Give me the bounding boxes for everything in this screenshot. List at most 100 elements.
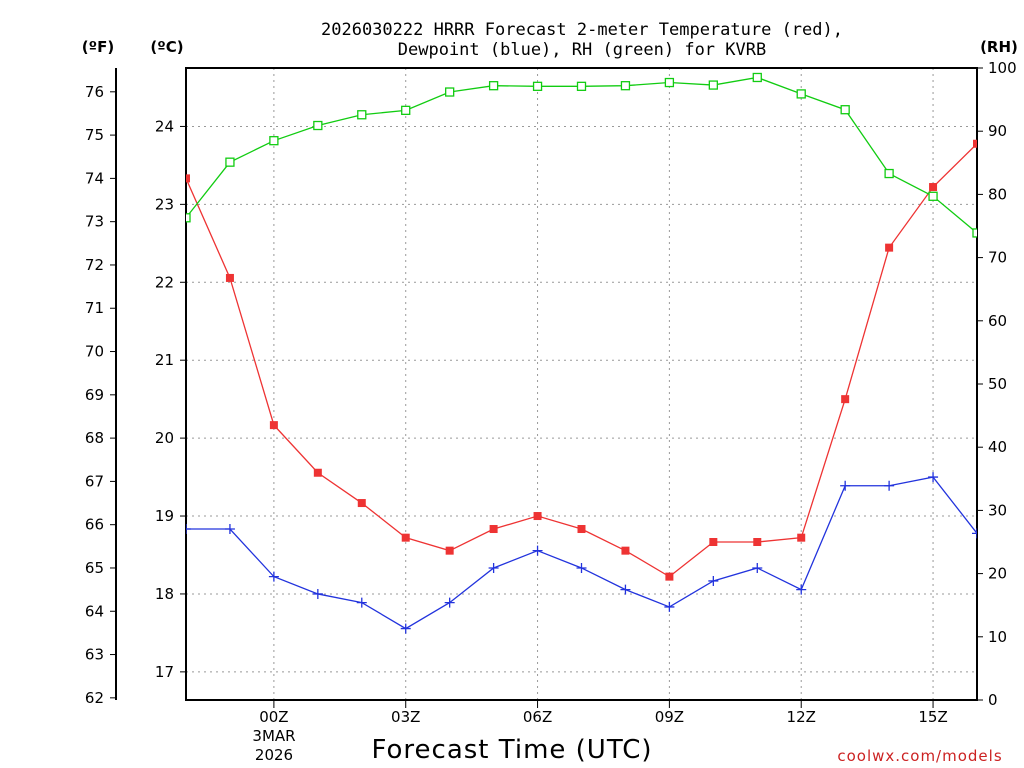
temperature-series: [186, 139, 977, 581]
temperature-point: [885, 243, 894, 252]
rh-tick-label: 0: [988, 691, 998, 709]
rh-tick-label: 40: [988, 438, 1007, 456]
temperature-point: [225, 273, 234, 282]
temperature-point: [973, 139, 977, 148]
rh-point: [708, 80, 718, 90]
fahrenheit-tick-label: 74: [85, 169, 104, 187]
celsius-tick-label: 17: [155, 663, 174, 681]
rh-line: [186, 76, 977, 234]
plot-frame: [185, 67, 978, 701]
celsius-tick-label: 22: [155, 273, 174, 291]
fahrenheit-tick-label: 62: [85, 689, 104, 707]
fahrenheit-tick-label: 67: [85, 472, 104, 490]
dewpoint-point: [796, 584, 807, 595]
rh-point: [620, 81, 631, 91]
x-tick-label: 09Z: [655, 708, 684, 726]
fahrenheit-tick-label: 73: [85, 213, 104, 231]
fahrenheit-axis-unit: (ºF): [82, 38, 114, 56]
rh-point: [972, 228, 977, 238]
fahrenheit-tick-label: 76: [85, 83, 104, 101]
date-label-year: 2026: [255, 746, 293, 764]
celsius-tick-label: 24: [155, 117, 174, 135]
temperature-point: [709, 538, 718, 546]
dewpoint-point: [928, 472, 939, 483]
dewpoint-point: [268, 571, 279, 582]
temperature-point: [489, 525, 498, 534]
temperature-point: [841, 395, 850, 404]
temperature-point: [929, 183, 938, 192]
celsius-tick-label: 18: [155, 585, 174, 603]
date-label-month: 3MAR: [252, 727, 295, 745]
rh-point: [225, 157, 235, 167]
temperature-point: [313, 468, 322, 477]
dewpoint-point: [356, 597, 367, 608]
temperature-point: [797, 533, 806, 542]
dewpoint-point: [972, 528, 977, 539]
x-tick-label: 00Z: [259, 708, 288, 726]
rh-tick-label: 70: [988, 249, 1007, 267]
rh-point: [269, 136, 279, 146]
dewpoint-point: [532, 545, 543, 556]
dewpoint-point: [400, 623, 411, 634]
dewpoint-point: [488, 562, 499, 573]
fahrenheit-tick-label: 68: [85, 429, 104, 447]
rh-tick-label: 30: [988, 501, 1007, 519]
rh-point: [313, 120, 323, 131]
series-layer: [186, 72, 977, 634]
dewpoint-point: [576, 562, 587, 573]
x-tick-label: 06Z: [523, 708, 552, 726]
rh-point: [664, 77, 675, 88]
fahrenheit-tick-label: 63: [85, 646, 104, 664]
x-tick-label: 12Z: [787, 708, 816, 726]
dewpoint-point: [884, 480, 895, 491]
celsius-tick-label: 20: [155, 429, 174, 447]
rh-tick-label: 20: [988, 565, 1007, 583]
rh-point: [186, 213, 191, 223]
celsius-axis-unit: (ºC): [150, 38, 183, 56]
dewpoint-point: [708, 575, 719, 586]
x-tick-label: 15Z: [918, 708, 947, 726]
x-tick-label: 03Z: [391, 708, 420, 726]
dewpoint-point: [444, 597, 455, 608]
chart-title-line1: 2026030222 HRRR Forecast 2-meter Tempera…: [321, 20, 843, 40]
rh-series: [186, 72, 977, 238]
temperature-point: [445, 546, 454, 555]
fahrenheit-tick-label: 65: [85, 559, 104, 577]
dewpoint-series: [186, 472, 977, 634]
rh-tick-label: 80: [988, 185, 1007, 203]
rh-point: [401, 105, 411, 115]
axes-layer: 00Z 03Z 06Z 09Z 12Z 15Z 17 18 19 20 21 22 23 24 62 63 64…: [85, 59, 1017, 726]
fahrenheit-tick-label: 70: [85, 343, 104, 361]
rh-tick-label: 10: [988, 628, 1007, 646]
rh-point: [928, 191, 938, 201]
fahrenheit-tick-label: 66: [85, 516, 104, 534]
dewpoint-point: [186, 524, 191, 535]
temperature-point: [186, 174, 190, 183]
rh-point: [884, 168, 894, 179]
fahrenheit-tick-label: 71: [85, 299, 104, 317]
rh-point: [357, 110, 367, 120]
temperature-point: [753, 538, 762, 546]
celsius-tick-label: 23: [155, 195, 174, 213]
celsius-tick-label: 21: [155, 351, 174, 369]
temperature-point: [269, 421, 278, 430]
dewpoint-point: [312, 588, 323, 599]
dewpoint-point: [620, 584, 631, 595]
dewpoint-line: [186, 476, 977, 630]
rh-point: [532, 81, 543, 91]
fahrenheit-tick-label: 75: [85, 126, 104, 144]
rh-axis-unit: (RH): [980, 38, 1018, 56]
dewpoint-point: [752, 562, 763, 573]
rh-point: [445, 87, 455, 97]
fahrenheit-tick-label: 64: [85, 602, 104, 620]
temperature-point: [621, 546, 630, 555]
rh-tick-label: 60: [988, 312, 1007, 330]
source-credit: coolwx.com/models: [837, 747, 1002, 765]
dewpoint-point: [840, 480, 851, 491]
rh-point: [840, 105, 850, 115]
fahrenheit-tick-label: 72: [85, 256, 104, 274]
x-axis-title: Forecast Time (UTC): [371, 735, 652, 765]
chart-title-line2: Dewpoint (blue), RH (green) for KVRB: [398, 40, 766, 60]
temperature-point: [533, 512, 542, 521]
